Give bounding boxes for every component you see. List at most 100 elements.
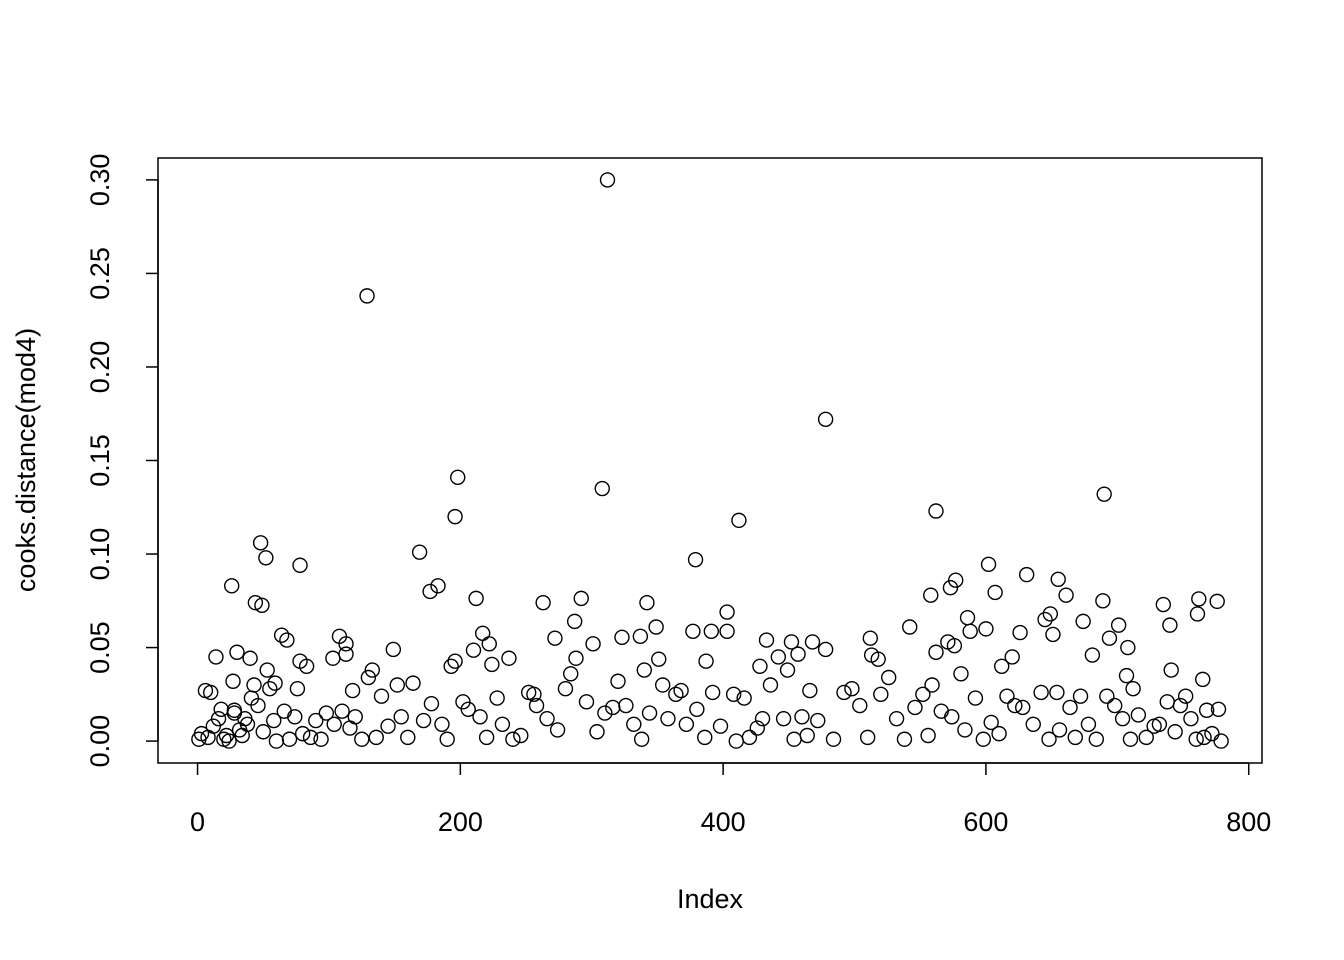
point	[779, 662, 796, 678]
point	[252, 535, 269, 551]
point	[423, 695, 440, 712]
point	[400, 729, 416, 746]
point	[229, 644, 245, 660]
point	[980, 556, 997, 573]
point	[1195, 671, 1211, 688]
point	[447, 508, 463, 525]
point	[450, 469, 466, 486]
point	[308, 712, 324, 729]
point	[758, 632, 775, 648]
point	[704, 684, 721, 701]
point	[1099, 688, 1115, 704]
point	[810, 712, 826, 729]
point	[873, 686, 889, 703]
point	[566, 613, 583, 630]
point	[719, 604, 735, 620]
point	[338, 636, 354, 652]
point	[844, 681, 860, 697]
point	[870, 651, 886, 667]
point	[1084, 647, 1101, 663]
point	[673, 682, 689, 699]
point	[468, 590, 484, 607]
point	[1130, 707, 1147, 723]
point	[439, 731, 455, 747]
point	[881, 669, 897, 686]
point	[385, 641, 402, 658]
point	[924, 677, 940, 693]
point	[393, 709, 409, 725]
point	[354, 731, 370, 747]
point	[528, 697, 545, 714]
point	[447, 653, 463, 669]
point	[1189, 606, 1206, 622]
point	[1004, 649, 1020, 665]
point	[1107, 697, 1123, 714]
point	[654, 677, 671, 693]
point	[994, 658, 1010, 674]
point	[1058, 587, 1074, 603]
point	[1210, 701, 1227, 718]
point	[1183, 710, 1199, 727]
point	[859, 729, 876, 746]
point	[289, 681, 306, 697]
point	[563, 666, 579, 682]
point	[614, 629, 630, 645]
point	[712, 718, 729, 734]
point	[1050, 571, 1066, 587]
y-axis-label: cooks.distance(mod4)	[11, 328, 41, 592]
point	[1096, 486, 1112, 502]
y-tick-label: 0.25	[85, 247, 115, 300]
point	[344, 682, 361, 699]
point	[790, 646, 806, 662]
point	[1204, 725, 1220, 742]
point	[633, 731, 650, 747]
point	[599, 172, 616, 188]
point	[242, 650, 258, 666]
point	[678, 716, 695, 732]
point	[1075, 613, 1091, 630]
point	[347, 709, 363, 725]
point	[535, 594, 551, 611]
point	[520, 684, 537, 701]
point	[547, 630, 563, 646]
point	[578, 694, 595, 710]
x-tick-label: 200	[438, 807, 483, 837]
point	[1122, 731, 1139, 747]
point	[250, 697, 266, 714]
point	[685, 623, 701, 639]
point	[636, 662, 653, 678]
point	[967, 690, 984, 706]
point	[1213, 733, 1229, 749]
point	[754, 710, 771, 727]
x-tick-label: 0	[190, 807, 205, 837]
point	[258, 550, 274, 566]
point	[618, 697, 634, 714]
point	[610, 673, 626, 689]
point	[246, 677, 262, 693]
point	[411, 544, 428, 560]
point	[1037, 611, 1053, 628]
point	[273, 627, 290, 643]
point	[862, 630, 879, 646]
point	[1191, 591, 1207, 607]
point	[933, 703, 949, 719]
point	[639, 594, 655, 611]
point	[975, 731, 992, 747]
point	[728, 733, 744, 749]
point	[1209, 593, 1225, 610]
point	[957, 722, 973, 738]
point	[1196, 729, 1212, 746]
point	[549, 722, 566, 738]
point	[276, 703, 292, 719]
point	[698, 653, 714, 669]
point	[991, 725, 1007, 742]
point	[1172, 697, 1189, 714]
x-tick-label: 800	[1226, 807, 1271, 837]
point	[1125, 681, 1141, 697]
point	[501, 650, 517, 666]
point	[247, 594, 264, 611]
point	[852, 697, 868, 714]
point	[368, 729, 384, 746]
point	[313, 731, 329, 747]
